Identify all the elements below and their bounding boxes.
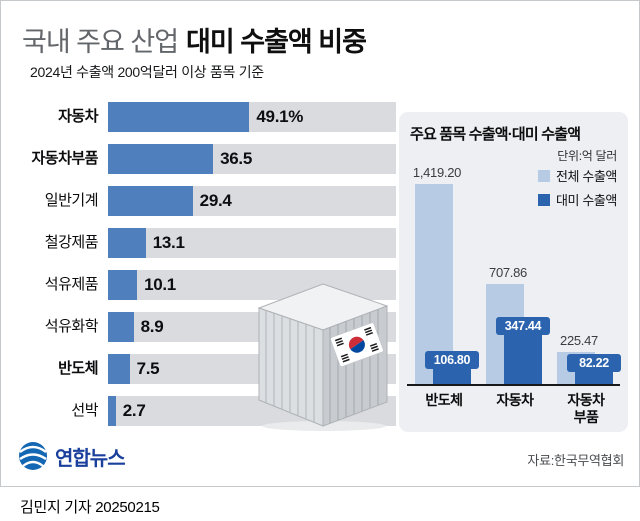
container-illustration (257, 283, 389, 431)
category-label: 철강제품 (44, 234, 99, 251)
bar-row: 자동차 49.1% (12, 102, 396, 132)
korean-flag-icon (330, 322, 384, 367)
us-export-value: 347.44 (496, 317, 550, 336)
group-category-label: 반도체 (425, 392, 463, 408)
subtitle: 2024년 수출액 200억달러 이상 품목 기준 (30, 64, 264, 80)
group-category-label: 자동차 부품 (567, 392, 605, 425)
yonhap-globe-icon (19, 442, 47, 470)
bar-value: 8.9 (140, 317, 164, 336)
us-export-bar (504, 335, 542, 384)
page-title: 국내 주요 산업 대미 수출액 비중 (22, 20, 367, 59)
byline: 김민지 기자 20250215 (20, 499, 160, 516)
group-category-label: 자동차 (496, 392, 534, 408)
legend-swatch-us-icon (537, 193, 550, 206)
source-credit: 자료:한국무역협회 (527, 453, 624, 468)
us-export-value: 82.22 (567, 354, 621, 373)
bar-fill (108, 312, 134, 342)
category-label: 선박 (71, 402, 98, 419)
total-export-value: 1,419.20 (412, 165, 462, 181)
bar-value: 2.7 (122, 401, 146, 420)
unit-label: 단위:억 달러 (557, 149, 617, 163)
bar-track: 13.1 (108, 228, 396, 258)
category-label: 자동차부품 (31, 150, 98, 167)
legend-item-us: 대미 수출액 (537, 190, 617, 209)
bar-value: 49.1% (256, 107, 304, 126)
us-export-bar (575, 372, 613, 384)
bar-row: 일반기계 29.4 (12, 186, 396, 216)
bar-row: 자동차부품 36.5 (12, 144, 396, 174)
yonhap-logo: 연합뉴스 (18, 441, 126, 471)
legend-swatch-total-icon (537, 169, 550, 182)
right-panel: 주요 품목 수출액·대미 수출액 단위:억 달러 전체 수출액 대미 수출액 1… (399, 112, 628, 432)
bar-track: 29.4 (108, 186, 396, 216)
category-label: 일반기계 (44, 192, 99, 209)
category-label: 반도체 (58, 360, 98, 377)
legend: 전체 수출액 대미 수출액 (537, 166, 617, 214)
title-light: 국내 주요 산업 (22, 27, 179, 57)
bar-fill (108, 102, 250, 132)
legend-label-us: 대미 수출액 (555, 193, 617, 208)
yonhap-logo-text: 연합뉴스 (55, 447, 126, 470)
left-bar-chart: 자동차 49.1% 자동차부품 36.5 일반기계 29.4 철강제품 13.1 석유제품 10.… (12, 102, 396, 438)
bar-group: 225.47 82.22 자동차 부품 (551, 180, 621, 425)
bar-track: 36.5 (108, 144, 396, 174)
bar-fill (108, 144, 214, 174)
category-label: 석유제품 (44, 276, 99, 293)
legend-item-total: 전체 수출액 (537, 166, 617, 185)
total-export-value: 707.86 (489, 265, 527, 281)
total-export-value: 225.47 (560, 333, 598, 349)
bar-group: 1,419.20 106.80 반도체 (409, 165, 479, 408)
bar-fill (108, 354, 130, 384)
grouped-bar-plot: 1,419.20 106.80 반도체 707.86 347.44 자동차 225.47 82… (407, 165, 621, 425)
bar-fill (108, 228, 146, 258)
us-export-bar (433, 368, 471, 384)
corrugation-left (265, 310, 315, 423)
total-export-bar (415, 184, 453, 384)
title-bold: 대미 수출액 비중 (186, 27, 367, 57)
category-label: 석유화학 (44, 318, 99, 335)
bar-group: 707.86 347.44 자동차 (480, 180, 550, 408)
bar-value: 36.5 (220, 149, 252, 168)
bar-value: 10.1 (144, 275, 176, 294)
bar-value: 13.1 (152, 233, 185, 252)
bar-fill (108, 396, 116, 426)
bar-fill (108, 186, 193, 216)
bar-value: 7.5 (136, 359, 160, 378)
panel-title: 주요 품목 수출액·대미 수출액 (410, 126, 581, 143)
bar-value: 29.4 (199, 191, 232, 210)
category-label: 자동차 (58, 108, 98, 125)
legend-label-total: 전체 수출액 (555, 169, 617, 184)
bar-fill (108, 270, 138, 300)
bar-row: 철강제품 13.1 (12, 228, 396, 258)
us-export-value: 106.80 (425, 350, 479, 369)
bar-track: 49.1% (108, 102, 396, 132)
